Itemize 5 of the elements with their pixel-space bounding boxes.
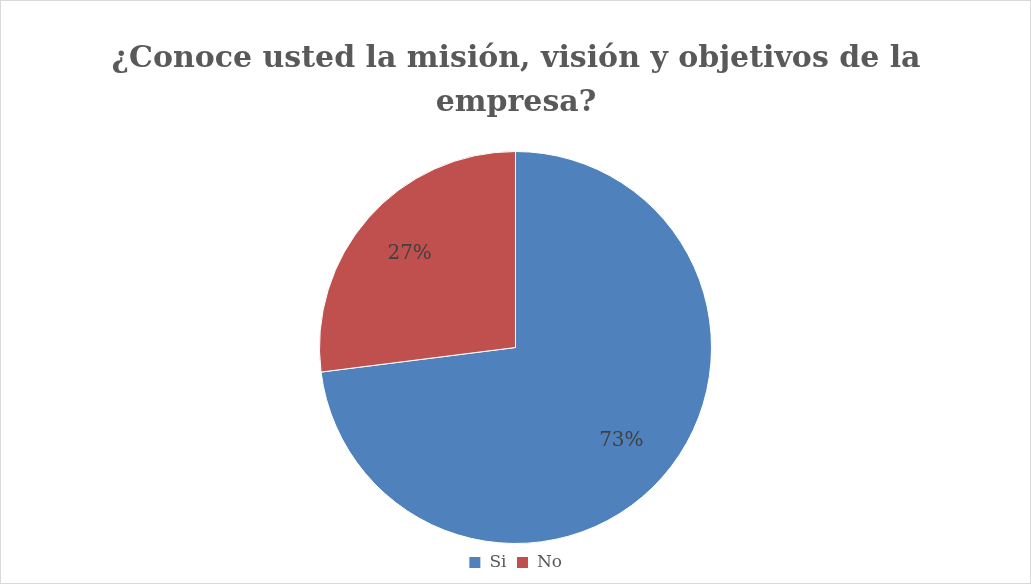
data-label: 27%	[387, 240, 432, 265]
legend-label: No	[536, 550, 563, 571]
data-label: 73%	[599, 427, 644, 452]
chart-title: ¿Conoce usted la misión, visión y objetivos de la empresa?	[110, 38, 922, 120]
legend-label: Si	[489, 550, 508, 571]
